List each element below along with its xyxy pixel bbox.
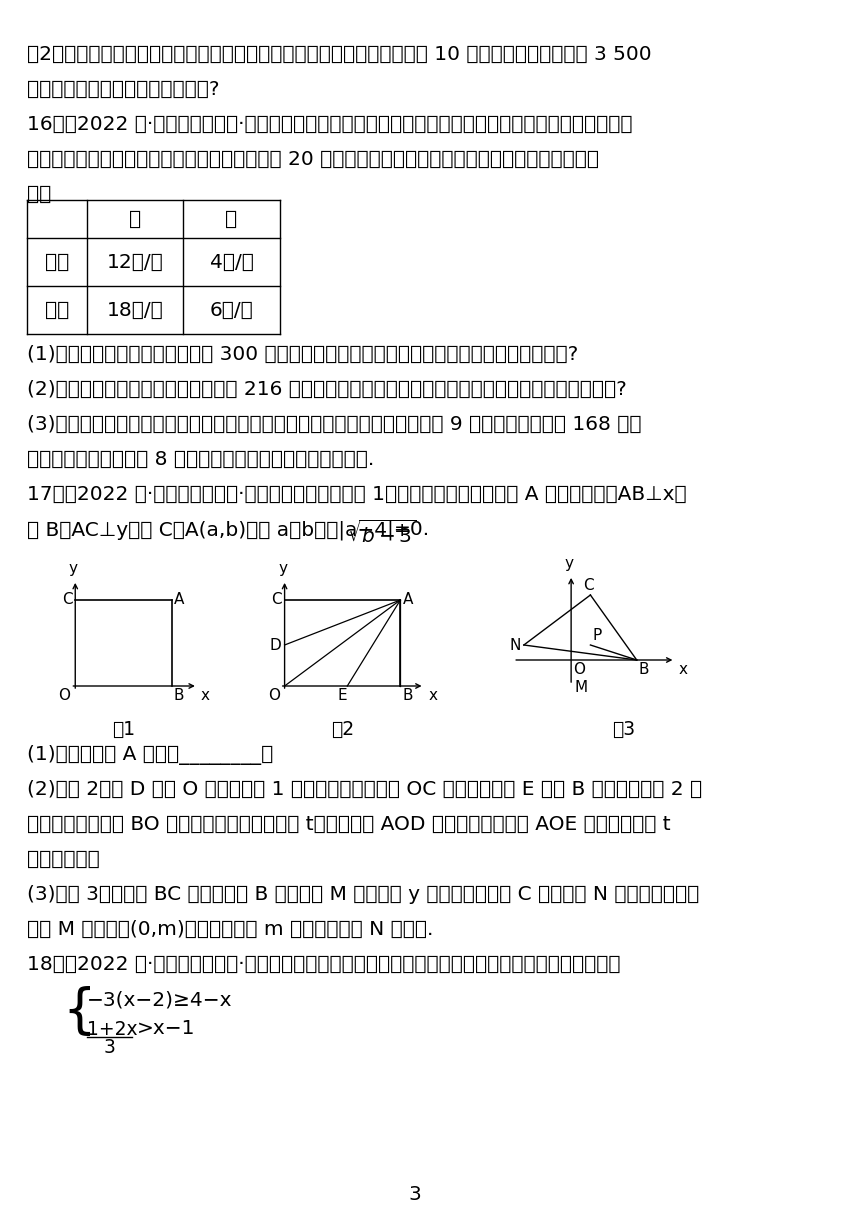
Text: E: E [338, 688, 347, 703]
Text: 单位的速度沿射线 BO 方向运动，设运动时间为 t，当三角形 AOD 的面积小于三角形 AOE 的面积时，求 t: 单位的速度沿射线 BO 方向运动，设运动时间为 t，当三角形 AOD 的面积小于… [27, 815, 671, 834]
Text: B: B [639, 662, 649, 677]
Text: 18．（2022 春·内蒙古呼伦贝尔·七年级统考期末）解下列不等式组，并把它的解集在数轴上表示出来：: 18．（2022 春·内蒙古呼伦贝尔·七年级统考期末）解下列不等式组，并把它的解… [27, 955, 621, 974]
Text: 1+2x: 1+2x [87, 1020, 138, 1038]
Text: 17．（2022 春·内蒙古鄂尔多斯·七年级统考期末）如图 1，平面由角坐标系中，点 A 在第一象限，AB⊥x轴: 17．（2022 春·内蒙古鄂尔多斯·七年级统考期末）如图 1，平面由角坐标系中… [27, 485, 686, 503]
Text: O: O [267, 688, 280, 703]
Text: $\sqrt{b-3}$: $\sqrt{b-3}$ [347, 520, 416, 547]
Text: 18元/只: 18元/只 [107, 300, 163, 320]
Text: 表：: 表： [27, 185, 52, 204]
Text: =0.: =0. [394, 520, 430, 539]
Text: O: O [573, 662, 585, 677]
Text: C: C [271, 592, 282, 608]
Text: x: x [679, 662, 687, 677]
Text: 医药公司每月生产甲、乙两种型号的防疫口罩共 20 万只，且所有口罩当月全部卖出，其中成本、售价如: 医药公司每月生产甲、乙两种型号的防疫口罩共 20 万只，且所有口罩当月全部卖出，… [27, 150, 599, 169]
Text: M: M [574, 681, 587, 696]
Text: 3: 3 [103, 1038, 115, 1057]
Text: y: y [69, 561, 77, 576]
Text: 12元/只: 12元/只 [107, 253, 163, 271]
Text: 3: 3 [408, 1186, 421, 1205]
Text: (2)如图 2，点 D 从点 O 出发以每秒 1 个单位的速度沿射线 OC 方向运动，点 E 从点 B 出发，以每秒 2 个: (2)如图 2，点 D 从点 O 出发以每秒 1 个单位的速度沿射线 OC 方向… [27, 779, 702, 799]
Text: C: C [62, 592, 72, 608]
Text: −3(x−2)≥4−x: −3(x−2)≥4−x [87, 990, 232, 1009]
Text: (2)如果该公司四月份投入成本不超过 216 万元，该医药公司四月份最多只能生产甲种防疫口罩多少万只?: (2)如果该公司四月份投入成本不超过 216 万元，该医药公司四月份最多只能生产… [27, 379, 627, 399]
Text: 售价: 售价 [45, 300, 69, 320]
Text: 图1: 图1 [112, 720, 135, 739]
Text: (3)如图 3，将线段 BC 平移，使点 B 的对应点 M 恰好落在 y 轴负半轴上，点 C 的对应点 N 落在第二象限，: (3)如图 3，将线段 BC 平移，使点 B 的对应点 M 恰好落在 y 轴负半… [27, 885, 699, 903]
Text: 的取値范围；: 的取値范围； [27, 850, 100, 869]
Text: D: D [270, 637, 282, 653]
Text: y: y [565, 556, 574, 572]
Text: 成本: 成本 [45, 253, 69, 271]
Text: 甲: 甲 [129, 209, 141, 229]
Text: {: { [63, 986, 96, 1038]
Text: （2）学校准备第三次购买这两种消毒液，其中甲种消毒液比乙种消毒液多 10 瓶，并且总花费不超过 3 500: （2）学校准备第三次购买这两种消毒液，其中甲种消毒液比乙种消毒液多 10 瓶，并… [27, 45, 652, 64]
Text: 乙: 乙 [225, 209, 237, 229]
Text: (3)某学校到该公司购买乙型口罩有如下两种方案，方案一：乙型口罩一律打 9 折；方案二：购买 168 元会: (3)某学校到该公司购买乙型口罩有如下两种方案，方案一：乙型口罩一律打 9 折；… [27, 415, 642, 434]
Text: 员卡后，乙型口罩一律 8 折．请帮学校设计出合适的购买方案.: 员卡后，乙型口罩一律 8 折．请帮学校设计出合适的购买方案. [27, 450, 374, 469]
Text: x: x [428, 688, 438, 703]
Text: P: P [593, 627, 602, 643]
Text: 于 B，AC⊥y轴于 C，A(a,b)，且 a，b满足|a−4|+: 于 B，AC⊥y轴于 C，A(a,b)，且 a，b满足|a−4|+ [27, 520, 410, 540]
Text: >x−1: >x−1 [137, 1019, 195, 1038]
Text: A: A [403, 592, 414, 608]
Text: 元，最多能购买多少瓶甲种消毒液?: 元，最多能购买多少瓶甲种消毒液? [27, 80, 219, 98]
Text: 图3: 图3 [611, 720, 635, 739]
Text: O: O [58, 688, 71, 703]
Text: (1)若该公司三月份的销售收入为 300 万元，求生产甲、乙两种型号的防疫口罩分别是多少万只?: (1)若该公司三月份的销售收入为 300 万元，求生产甲、乙两种型号的防疫口罩分… [27, 345, 578, 364]
Text: A: A [174, 592, 184, 608]
Text: N: N [510, 637, 521, 653]
Text: 16．（2022 春·内蒙古鄂尔多斯·七年级统考期末）随着新冠疫情的出现，口罩成为日常生活的必需品，某: 16．（2022 春·内蒙古鄂尔多斯·七年级统考期末）随着新冠疫情的出现，口罩成… [27, 116, 632, 134]
Text: 图2: 图2 [331, 720, 354, 739]
Text: (1)直接写出点 A 的坐标________．: (1)直接写出点 A 的坐标________． [27, 745, 273, 765]
Text: B: B [174, 688, 184, 703]
Text: 4元/只: 4元/只 [210, 253, 254, 271]
Text: y: y [278, 561, 287, 576]
Text: B: B [402, 688, 413, 703]
Text: 6元/只: 6元/只 [210, 300, 254, 320]
Text: x: x [200, 688, 210, 703]
Text: 设点 M 的坐标为(0,m)，请直接用含 m 的式子表示点 N 的坐标.: 设点 M 的坐标为(0,m)，请直接用含 m 的式子表示点 N 的坐标. [27, 921, 433, 939]
Text: C: C [583, 578, 593, 593]
